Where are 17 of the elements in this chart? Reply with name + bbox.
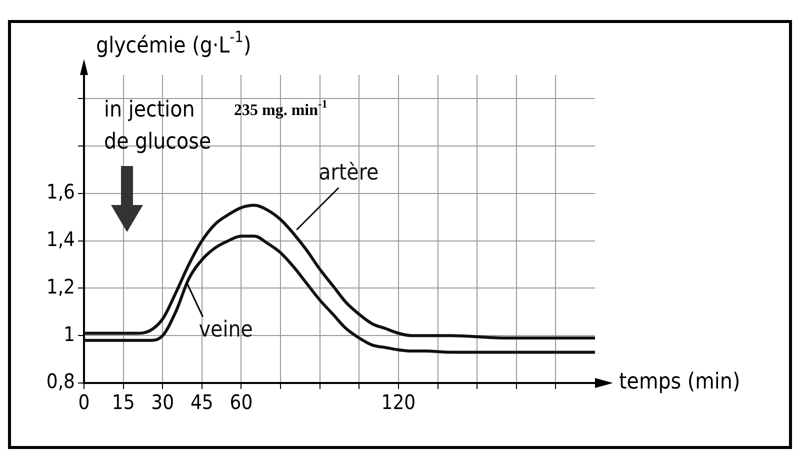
- text: artère: [318, 160, 379, 186]
- line-series: [84, 204, 595, 340]
- series-label: veine: [198, 317, 253, 342]
- y-tick-label: 1,6: [46, 180, 75, 204]
- x-tick-label: 60: [230, 390, 253, 414]
- annotation: in jection de glucose: [104, 98, 212, 155]
- x-tick-label: 30: [151, 390, 174, 414]
- x-tick-label: 15: [112, 390, 135, 414]
- y-tick-label: 1,2: [46, 274, 75, 298]
- line-series: [84, 234, 595, 354]
- x-axis-title: temps (min): [619, 370, 740, 395]
- y-tick-label: 1,4: [46, 227, 75, 252]
- y-tick-label: 0,8: [46, 369, 75, 394]
- x-tick-label: 45: [190, 390, 214, 414]
- x-tick-label: 0: [78, 390, 90, 414]
- x-tick-label: 120: [381, 390, 416, 414]
- y-tick-label: 1: [64, 322, 75, 346]
